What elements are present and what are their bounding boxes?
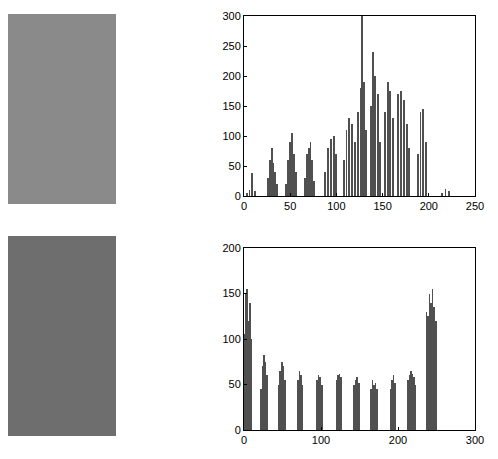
svg-text:100: 100 (222, 130, 240, 142)
svg-text:150: 150 (373, 200, 391, 212)
svg-text:50: 50 (229, 160, 241, 172)
svg-text:100: 100 (312, 434, 330, 446)
svg-text:250: 250 (466, 200, 484, 212)
svg-text:200: 200 (389, 434, 407, 446)
svg-text:0: 0 (235, 424, 241, 436)
svg-text:200: 200 (222, 242, 240, 254)
svg-text:200: 200 (222, 70, 240, 82)
svg-text:50: 50 (284, 200, 296, 212)
svg-text:0: 0 (235, 190, 241, 202)
svg-text:50: 50 (229, 378, 241, 390)
svg-text:100: 100 (222, 333, 240, 345)
svg-text:300: 300 (466, 434, 484, 446)
svg-text:150: 150 (222, 100, 240, 112)
svg-text:0: 0 (241, 434, 247, 446)
svg-text:150: 150 (222, 287, 240, 299)
svg-text:300: 300 (222, 10, 240, 22)
svg-text:250: 250 (222, 40, 240, 52)
svg-text:0: 0 (241, 200, 247, 212)
svg-text:100: 100 (327, 200, 345, 212)
svg-text:200: 200 (420, 200, 438, 212)
